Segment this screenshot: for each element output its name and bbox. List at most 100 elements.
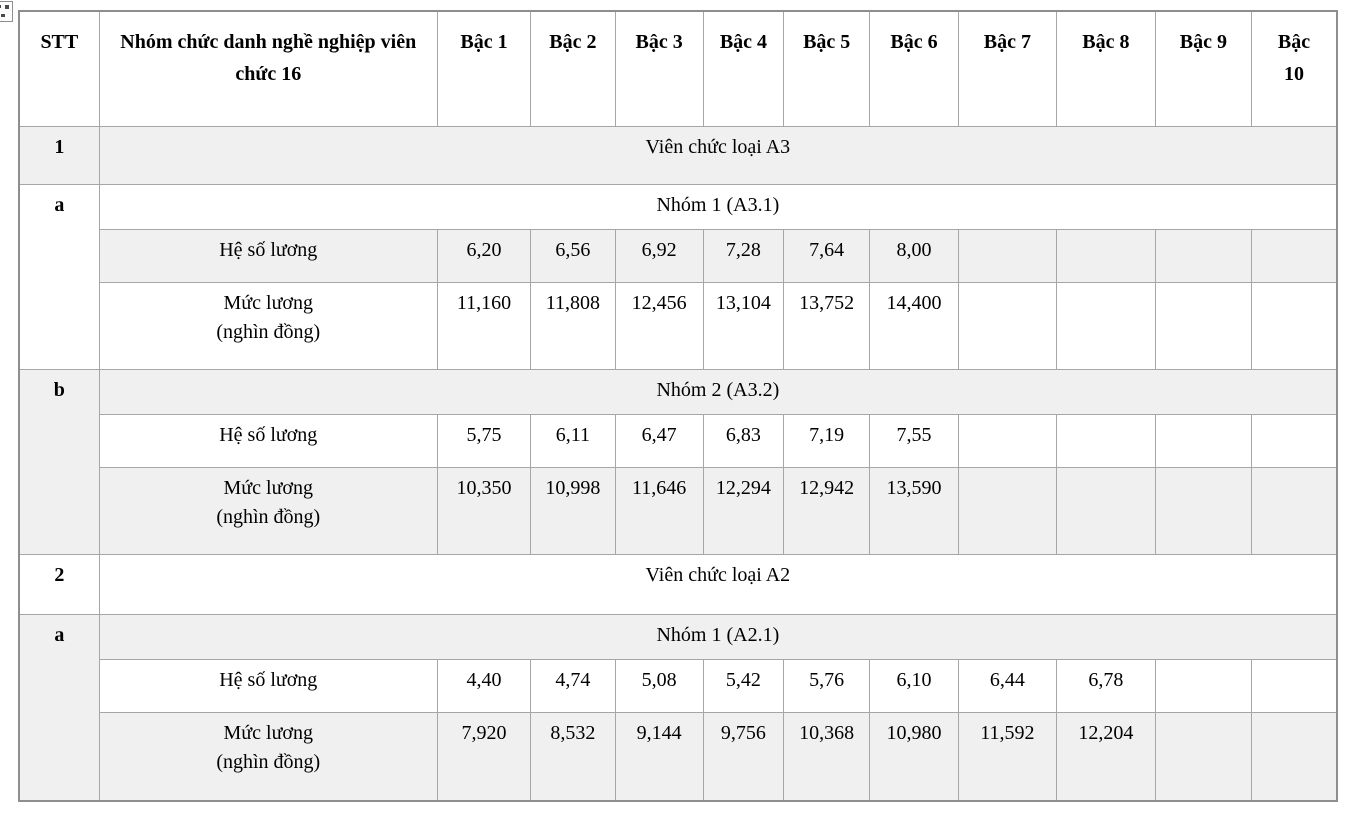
value-cell bbox=[1154, 228, 1253, 283]
value-cell: 9,756 bbox=[702, 711, 785, 802]
value-cell: 7,55 bbox=[869, 413, 959, 468]
col-header-bac-4: Bậc 4 bbox=[702, 10, 785, 127]
group-label-cell: b bbox=[18, 368, 100, 555]
broken-image-dot bbox=[5, 5, 9, 9]
value-cell: 7,28 bbox=[702, 228, 785, 283]
row-label-cell: Hệ số lương bbox=[98, 658, 438, 713]
value-cell: 7,64 bbox=[783, 228, 871, 283]
value-cell: 7,920 bbox=[436, 711, 532, 802]
value-cell bbox=[1251, 711, 1338, 802]
value-cell: 4,74 bbox=[530, 658, 616, 713]
broken-image-dot bbox=[0, 5, 1, 8]
value-cell: 6,83 bbox=[702, 413, 785, 468]
col-header-bac-5: Bậc 5 bbox=[783, 10, 871, 127]
broken-image-icon bbox=[0, 1, 13, 22]
value-cell bbox=[1154, 658, 1253, 713]
col-header-bac-6: Bậc 6 bbox=[869, 10, 959, 127]
value-cell bbox=[1154, 466, 1253, 555]
row-label-cell: Mức lương (nghìn đồng) bbox=[98, 466, 438, 555]
value-cell: 5,76 bbox=[783, 658, 871, 713]
salary-unit-label: (nghìn đồng) bbox=[216, 750, 321, 773]
stt-cell: 1 bbox=[18, 125, 100, 185]
value-cell: 6,56 bbox=[530, 228, 616, 283]
row-label-cell: Hệ số lương bbox=[98, 413, 438, 468]
value-cell bbox=[1251, 281, 1338, 370]
group-label-cell: a bbox=[18, 613, 100, 802]
value-cell: 6,47 bbox=[614, 413, 704, 468]
value-cell bbox=[1056, 413, 1156, 468]
value-cell: 6,20 bbox=[436, 228, 532, 283]
value-cell: 10,998 bbox=[530, 466, 616, 555]
value-cell bbox=[957, 413, 1058, 468]
value-cell: 7,19 bbox=[783, 413, 871, 468]
value-cell: 6,44 bbox=[957, 658, 1058, 713]
value-cell bbox=[957, 466, 1058, 555]
value-cell bbox=[957, 228, 1058, 283]
value-cell: 10,368 bbox=[783, 711, 871, 802]
section-row: 1 Viên chức loại A3 bbox=[18, 125, 1338, 185]
value-cell: 5,42 bbox=[702, 658, 785, 713]
value-cell: 10,350 bbox=[436, 466, 532, 555]
salary-unit-label: (nghìn đồng) bbox=[216, 505, 321, 528]
col-header-bac-2: Bậc 2 bbox=[530, 10, 616, 127]
header-row: STT Nhóm chức danh nghề nghiệp viên chức… bbox=[18, 10, 1338, 127]
salary-label: Mức lương bbox=[223, 476, 313, 499]
value-cell: 13,752 bbox=[783, 281, 871, 370]
broken-image-dot bbox=[1, 14, 5, 17]
salary-table: STT Nhóm chức danh nghề nghiệp viên chức… bbox=[18, 10, 1338, 802]
group-title-row: a Nhóm 1 (A2.1) bbox=[18, 613, 1338, 802]
section-title-cell: Viên chức loại A2 bbox=[98, 553, 1338, 615]
value-cell: 5,75 bbox=[436, 413, 532, 468]
group-title-row: b Nhóm 2 (A3.2) bbox=[18, 368, 1338, 555]
value-cell: 6,11 bbox=[530, 413, 616, 468]
value-cell bbox=[1056, 281, 1156, 370]
salary-row: Mức lương (nghìn đồng) 7,920 8,532 9,144… bbox=[19, 711, 1338, 802]
group-label-cell: a bbox=[18, 183, 100, 370]
stt-cell: 2 bbox=[18, 553, 100, 615]
value-cell: 4,40 bbox=[436, 658, 532, 713]
value-cell: 11,160 bbox=[436, 281, 532, 370]
value-cell: 13,104 bbox=[702, 281, 785, 370]
value-cell: 8,532 bbox=[530, 711, 616, 802]
value-cell: 11,592 bbox=[957, 711, 1058, 802]
value-cell bbox=[1251, 466, 1338, 555]
section-title-cell: Viên chức loại A3 bbox=[98, 125, 1338, 185]
value-cell bbox=[1251, 413, 1338, 468]
salary-label: Mức lương bbox=[223, 291, 313, 314]
value-cell: 6,78 bbox=[1056, 658, 1156, 713]
value-cell: 6,10 bbox=[869, 658, 959, 713]
col-header-bac-3: Bậc 3 bbox=[614, 10, 704, 127]
coefficient-row: Hệ số lương 5,75 6,11 6,47 6,83 7,19 7,5… bbox=[19, 413, 1338, 468]
salary-row: Mức lương (nghìn đồng) 11,160 11,808 12,… bbox=[19, 281, 1338, 370]
col-header-stt: STT bbox=[18, 10, 100, 127]
group-title-cell: Nhóm 1 (A3.1) bbox=[98, 183, 1338, 230]
value-cell: 12,204 bbox=[1056, 711, 1156, 802]
row-label-cell: Mức lương (nghìn đồng) bbox=[98, 711, 438, 802]
col-header-bac-10: Bậc 10 bbox=[1251, 10, 1338, 127]
value-cell bbox=[1056, 466, 1156, 555]
salary-row: Mức lương (nghìn đồng) 10,350 10,998 11,… bbox=[19, 466, 1338, 555]
col-header-bac-9: Bậc 9 bbox=[1154, 10, 1253, 127]
value-cell: 11,646 bbox=[614, 466, 704, 555]
col-header-bac-10-label: Bậc 10 bbox=[1277, 31, 1311, 85]
col-header-bac-7: Bậc 7 bbox=[957, 10, 1058, 127]
value-cell bbox=[1056, 228, 1156, 283]
value-cell: 8,00 bbox=[869, 228, 959, 283]
group-title-row: a Nhóm 1 (A3.1) bbox=[18, 183, 1338, 370]
salary-label: Mức lương bbox=[223, 721, 313, 744]
value-cell: 14,400 bbox=[869, 281, 959, 370]
value-cell: 6,92 bbox=[614, 228, 704, 283]
value-cell bbox=[1154, 711, 1253, 802]
value-cell: 12,294 bbox=[702, 466, 785, 555]
salary-unit-label: (nghìn đồng) bbox=[216, 320, 321, 343]
value-cell bbox=[1154, 281, 1253, 370]
group-title-cell: Nhóm 1 (A2.1) bbox=[98, 613, 1338, 660]
col-header-group-name: Nhóm chức danh nghề nghiệp viên chức 16 bbox=[98, 10, 438, 127]
row-label-cell: Mức lương (nghìn đồng) bbox=[98, 281, 438, 370]
col-header-bac-8: Bậc 8 bbox=[1056, 10, 1156, 127]
value-cell: 12,456 bbox=[614, 281, 704, 370]
group-title-cell: Nhóm 2 (A3.2) bbox=[98, 368, 1338, 415]
value-cell: 13,590 bbox=[869, 466, 959, 555]
coefficient-row: Hệ số lương 6,20 6,56 6,92 7,28 7,64 8,0… bbox=[19, 228, 1338, 283]
